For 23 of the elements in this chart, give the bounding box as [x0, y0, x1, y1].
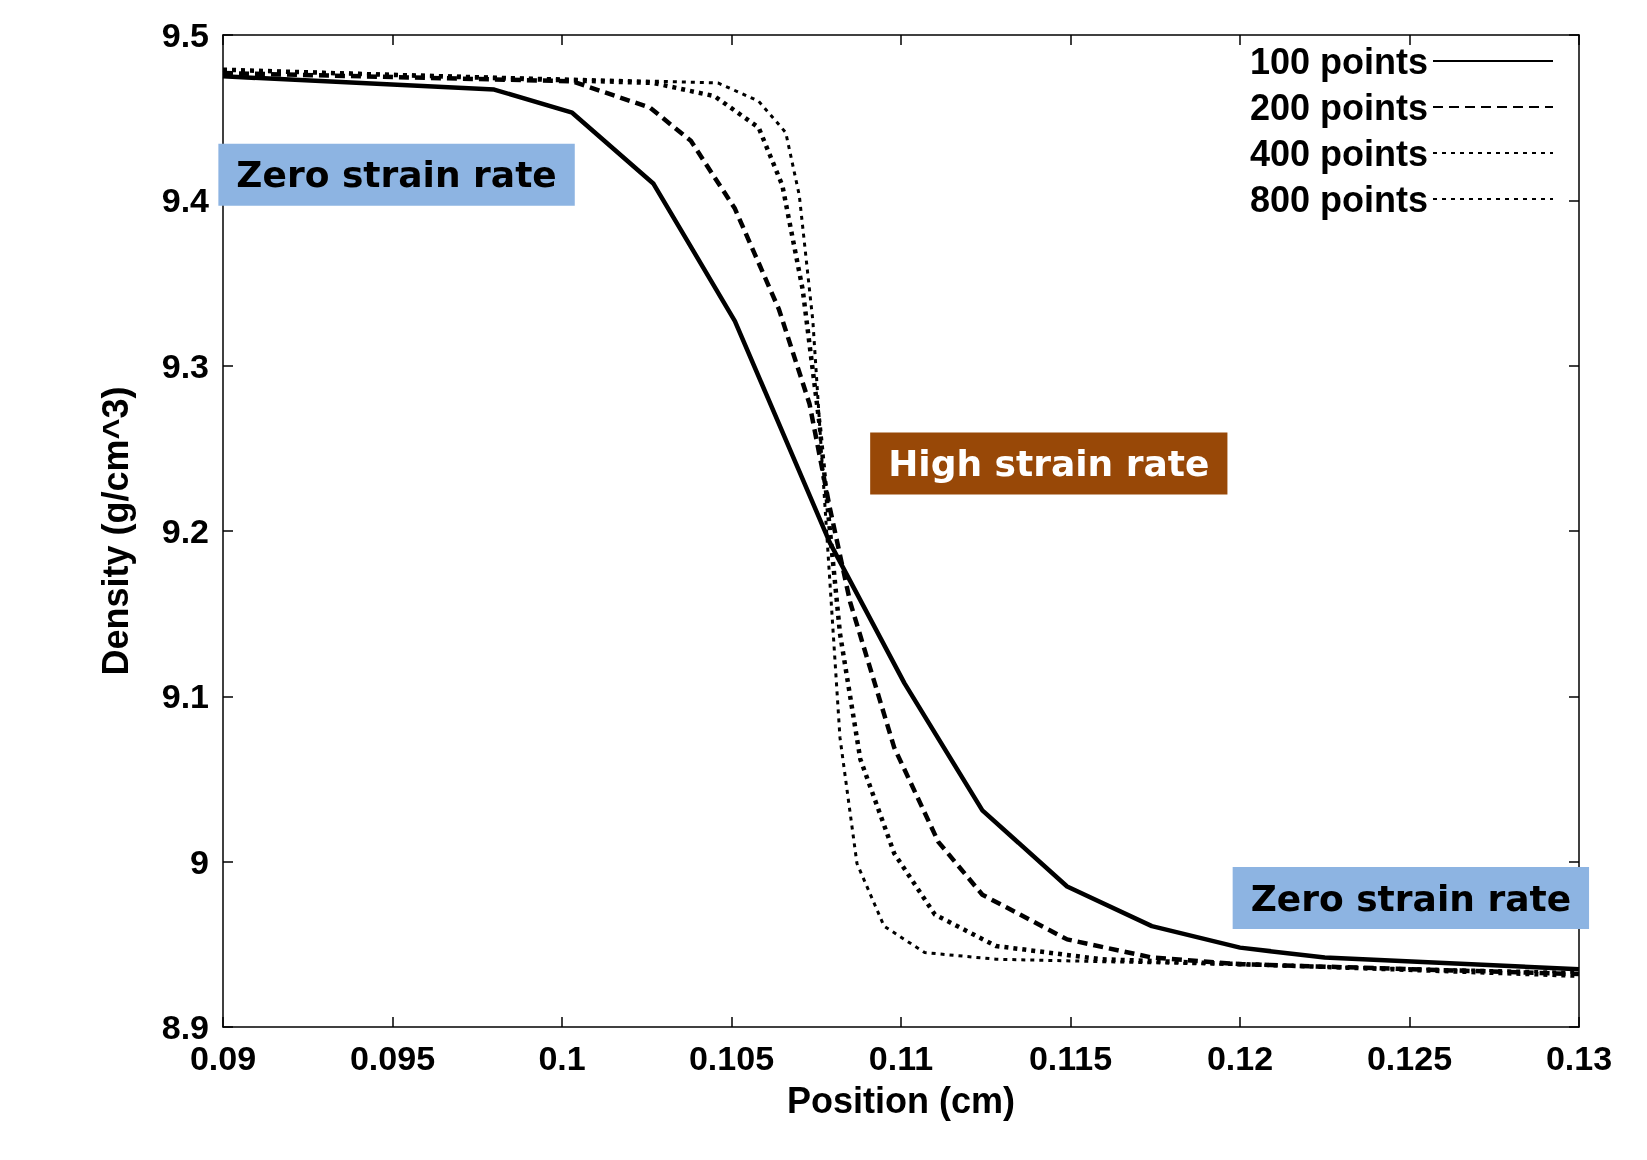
- legend-label: 800 points: [1249, 178, 1428, 220]
- x-tick-label: 0.12: [1206, 1039, 1274, 1077]
- legend-label: 400 points: [1249, 132, 1428, 174]
- x-tick-label: 0.125: [1366, 1039, 1453, 1077]
- x-tick-label: 0.105: [688, 1039, 775, 1077]
- y-tick-label: 9.3: [161, 346, 209, 385]
- x-tick-label: 0.13: [1545, 1039, 1613, 1077]
- x-axis-title: Position (cm): [786, 1079, 1016, 1121]
- x-tick-label: 0.1: [538, 1039, 586, 1077]
- annotation: High strain rate: [888, 443, 1210, 485]
- x-tick-label: 0.11: [868, 1039, 934, 1077]
- y-tick-label: 9.4: [161, 181, 210, 220]
- y-axis-title: Density (g/cm^3): [94, 386, 136, 676]
- annotation: Zero strain rate: [1250, 877, 1572, 919]
- annotation: Zero strain rate: [236, 154, 557, 196]
- legend-label: 100 points: [1249, 40, 1428, 82]
- y-tick-label: 9: [190, 842, 209, 881]
- y-tick-label: 9.5: [161, 16, 209, 54]
- x-tick-label: 0.115: [1028, 1039, 1113, 1077]
- y-tick-label: 9.1: [161, 677, 209, 716]
- x-tick-label: 0.095: [349, 1039, 436, 1077]
- legend-label: 200 points: [1249, 86, 1428, 128]
- y-tick-label: 9.2: [161, 512, 209, 550]
